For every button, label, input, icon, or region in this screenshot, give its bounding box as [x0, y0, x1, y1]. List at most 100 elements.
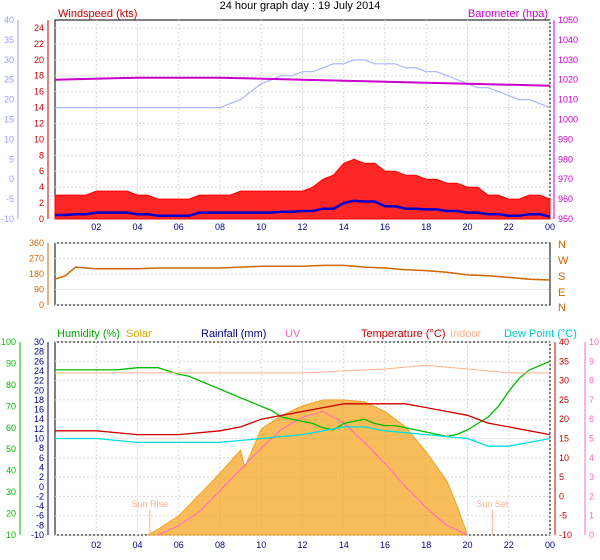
wind-kts-tick-label: 8: [39, 150, 44, 160]
uv-tick-label: 4: [589, 453, 594, 463]
temp-tick-label: 5: [559, 472, 564, 482]
rain-tick-label: -2: [36, 491, 44, 501]
temp-tick-label: 40: [559, 337, 569, 347]
rain-tick-label: 22: [34, 376, 44, 386]
temp-x-tick-label: 02: [91, 540, 101, 550]
direction-tick-label: 270: [29, 254, 44, 264]
series-dewpoint: [55, 426, 551, 447]
temp-x-tick-label: 08: [215, 540, 225, 550]
direction-cardinal-label: N: [558, 302, 566, 314]
wind-kts-tick-label: 10: [34, 134, 44, 144]
series-barometer: [54, 76, 551, 87]
page-title: 24 hour graph day : 19 July 2014: [220, 0, 381, 12]
rain-tick-label: 28: [34, 347, 44, 357]
wind-x-tick-label: 14: [339, 222, 349, 232]
rain-tick-label: 14: [34, 414, 44, 424]
rainfall-label: Rainfall (mm): [201, 328, 266, 340]
rain-tick-label: -6: [36, 511, 44, 521]
wind-outer-tick-label: 30: [4, 55, 14, 65]
direction-cardinal-label: W: [558, 255, 569, 267]
windspeed-axis-title: Windspeed (kts): [58, 8, 137, 20]
wind-kts-tick-label: 18: [34, 71, 44, 81]
wind-kts-tick-label: 16: [34, 87, 44, 97]
solar-label: Solar: [126, 328, 152, 340]
dewpoint-label: Dew Point (°C): [504, 328, 577, 340]
temp-x-tick-label: 04: [132, 540, 142, 550]
wind-kts-tick-label: 14: [34, 103, 44, 113]
uv-tick-label: 3: [589, 472, 594, 482]
humidity-tick-label: 90: [6, 358, 16, 368]
rain-tick-label: 30: [34, 337, 44, 347]
temp-x-tick-label: 10: [256, 540, 266, 550]
wind-x-tick-label: 16: [380, 222, 390, 232]
wind-x-tick-label: 06: [174, 222, 184, 232]
wind-kts-tick-label: 6: [39, 166, 44, 176]
wind-outer-tick-label: 10: [4, 134, 14, 144]
wind-outer-tick-label: 20: [4, 95, 14, 105]
temp-x-tick-label: 14: [339, 540, 349, 550]
temp-x-tick-label: 18: [421, 540, 431, 550]
uv-tick-label: 2: [589, 491, 594, 501]
series-windspeed: [55, 199, 551, 218]
humidity-tick-label: 50: [6, 444, 16, 454]
wind-outer-tick-label: 25: [4, 75, 14, 85]
wind-kts-tick-label: 2: [39, 198, 44, 208]
rain-tick-label: 8: [39, 443, 44, 453]
wind-outer-tick-label: 15: [4, 115, 14, 125]
uv-tick-label: 5: [589, 434, 594, 444]
wind-outer-tick-label: 35: [4, 35, 14, 45]
sunrise-label: Sun Rise: [132, 499, 169, 509]
uv-tick-label: 0: [589, 530, 594, 540]
wind-kts-tick-label: 20: [34, 55, 44, 65]
series-gust: [54, 158, 551, 220]
rain-tick-label: 4: [39, 462, 44, 472]
humidity-tick-label: 70: [6, 401, 16, 411]
series-indoor: [55, 364, 550, 374]
wind-x-tick-label: 18: [421, 222, 431, 232]
rain-tick-label: 18: [34, 395, 44, 405]
temperature-label: Temperature (°C): [361, 328, 445, 340]
direction-cardinal-label: N: [558, 239, 566, 251]
baro-tick-label: 1040: [558, 35, 578, 45]
baro-tick-label: 970: [558, 174, 573, 184]
wind-x-tick-label: 20: [462, 222, 472, 232]
temp-tick-label: 25: [559, 395, 569, 405]
wind-outer-tick-label: -5: [6, 194, 14, 204]
humidity-tick-label: 20: [6, 509, 16, 519]
rain-tick-label: 2: [39, 472, 44, 482]
humidity-tick-label: 100: [1, 337, 16, 347]
direction-cardinal-label: S: [558, 271, 565, 283]
wind-kts-tick-label: 22: [34, 39, 44, 49]
rain-tick-label: -8: [36, 520, 44, 530]
uv-label: UV: [285, 328, 301, 340]
direction-tick-label: 90: [34, 285, 44, 295]
temp-x-tick-label: 16: [380, 540, 390, 550]
series-solar: [146, 399, 469, 536]
wind-kts-tick-label: 0: [39, 214, 44, 224]
rain-tick-label: -10: [31, 530, 44, 540]
uv-tick-label: 6: [589, 414, 594, 424]
baro-tick-label: 980: [558, 154, 573, 164]
direction-tick-label: 180: [29, 269, 44, 279]
temp-x-tick-label: 00: [545, 540, 555, 550]
baro-tick-label: 1030: [558, 55, 578, 65]
humidity-tick-label: 30: [6, 487, 16, 497]
temp-tick-label: 15: [559, 434, 569, 444]
wind-x-tick-label: 08: [215, 222, 225, 232]
baro-tick-label: 990: [558, 134, 573, 144]
direction-tick-label: 0: [39, 300, 44, 310]
uv-tick-label: 7: [589, 395, 594, 405]
baro-tick-label: 1020: [558, 75, 578, 85]
wind-x-tick-label: 22: [504, 222, 514, 232]
direction-cardinal-label: E: [558, 287, 565, 299]
rain-tick-label: 24: [34, 366, 44, 376]
rain-tick-label: 6: [39, 453, 44, 463]
baro-tick-label: 960: [558, 194, 573, 204]
series-humidity: [55, 360, 551, 438]
wind-kts-tick-label: 4: [39, 182, 44, 192]
humidity-tick-label: 60: [6, 423, 16, 433]
baro-tick-label: 1050: [558, 15, 578, 25]
barometer-axis-title: Barometer (hpa): [468, 8, 548, 20]
wind-x-tick-label: 04: [132, 222, 142, 232]
